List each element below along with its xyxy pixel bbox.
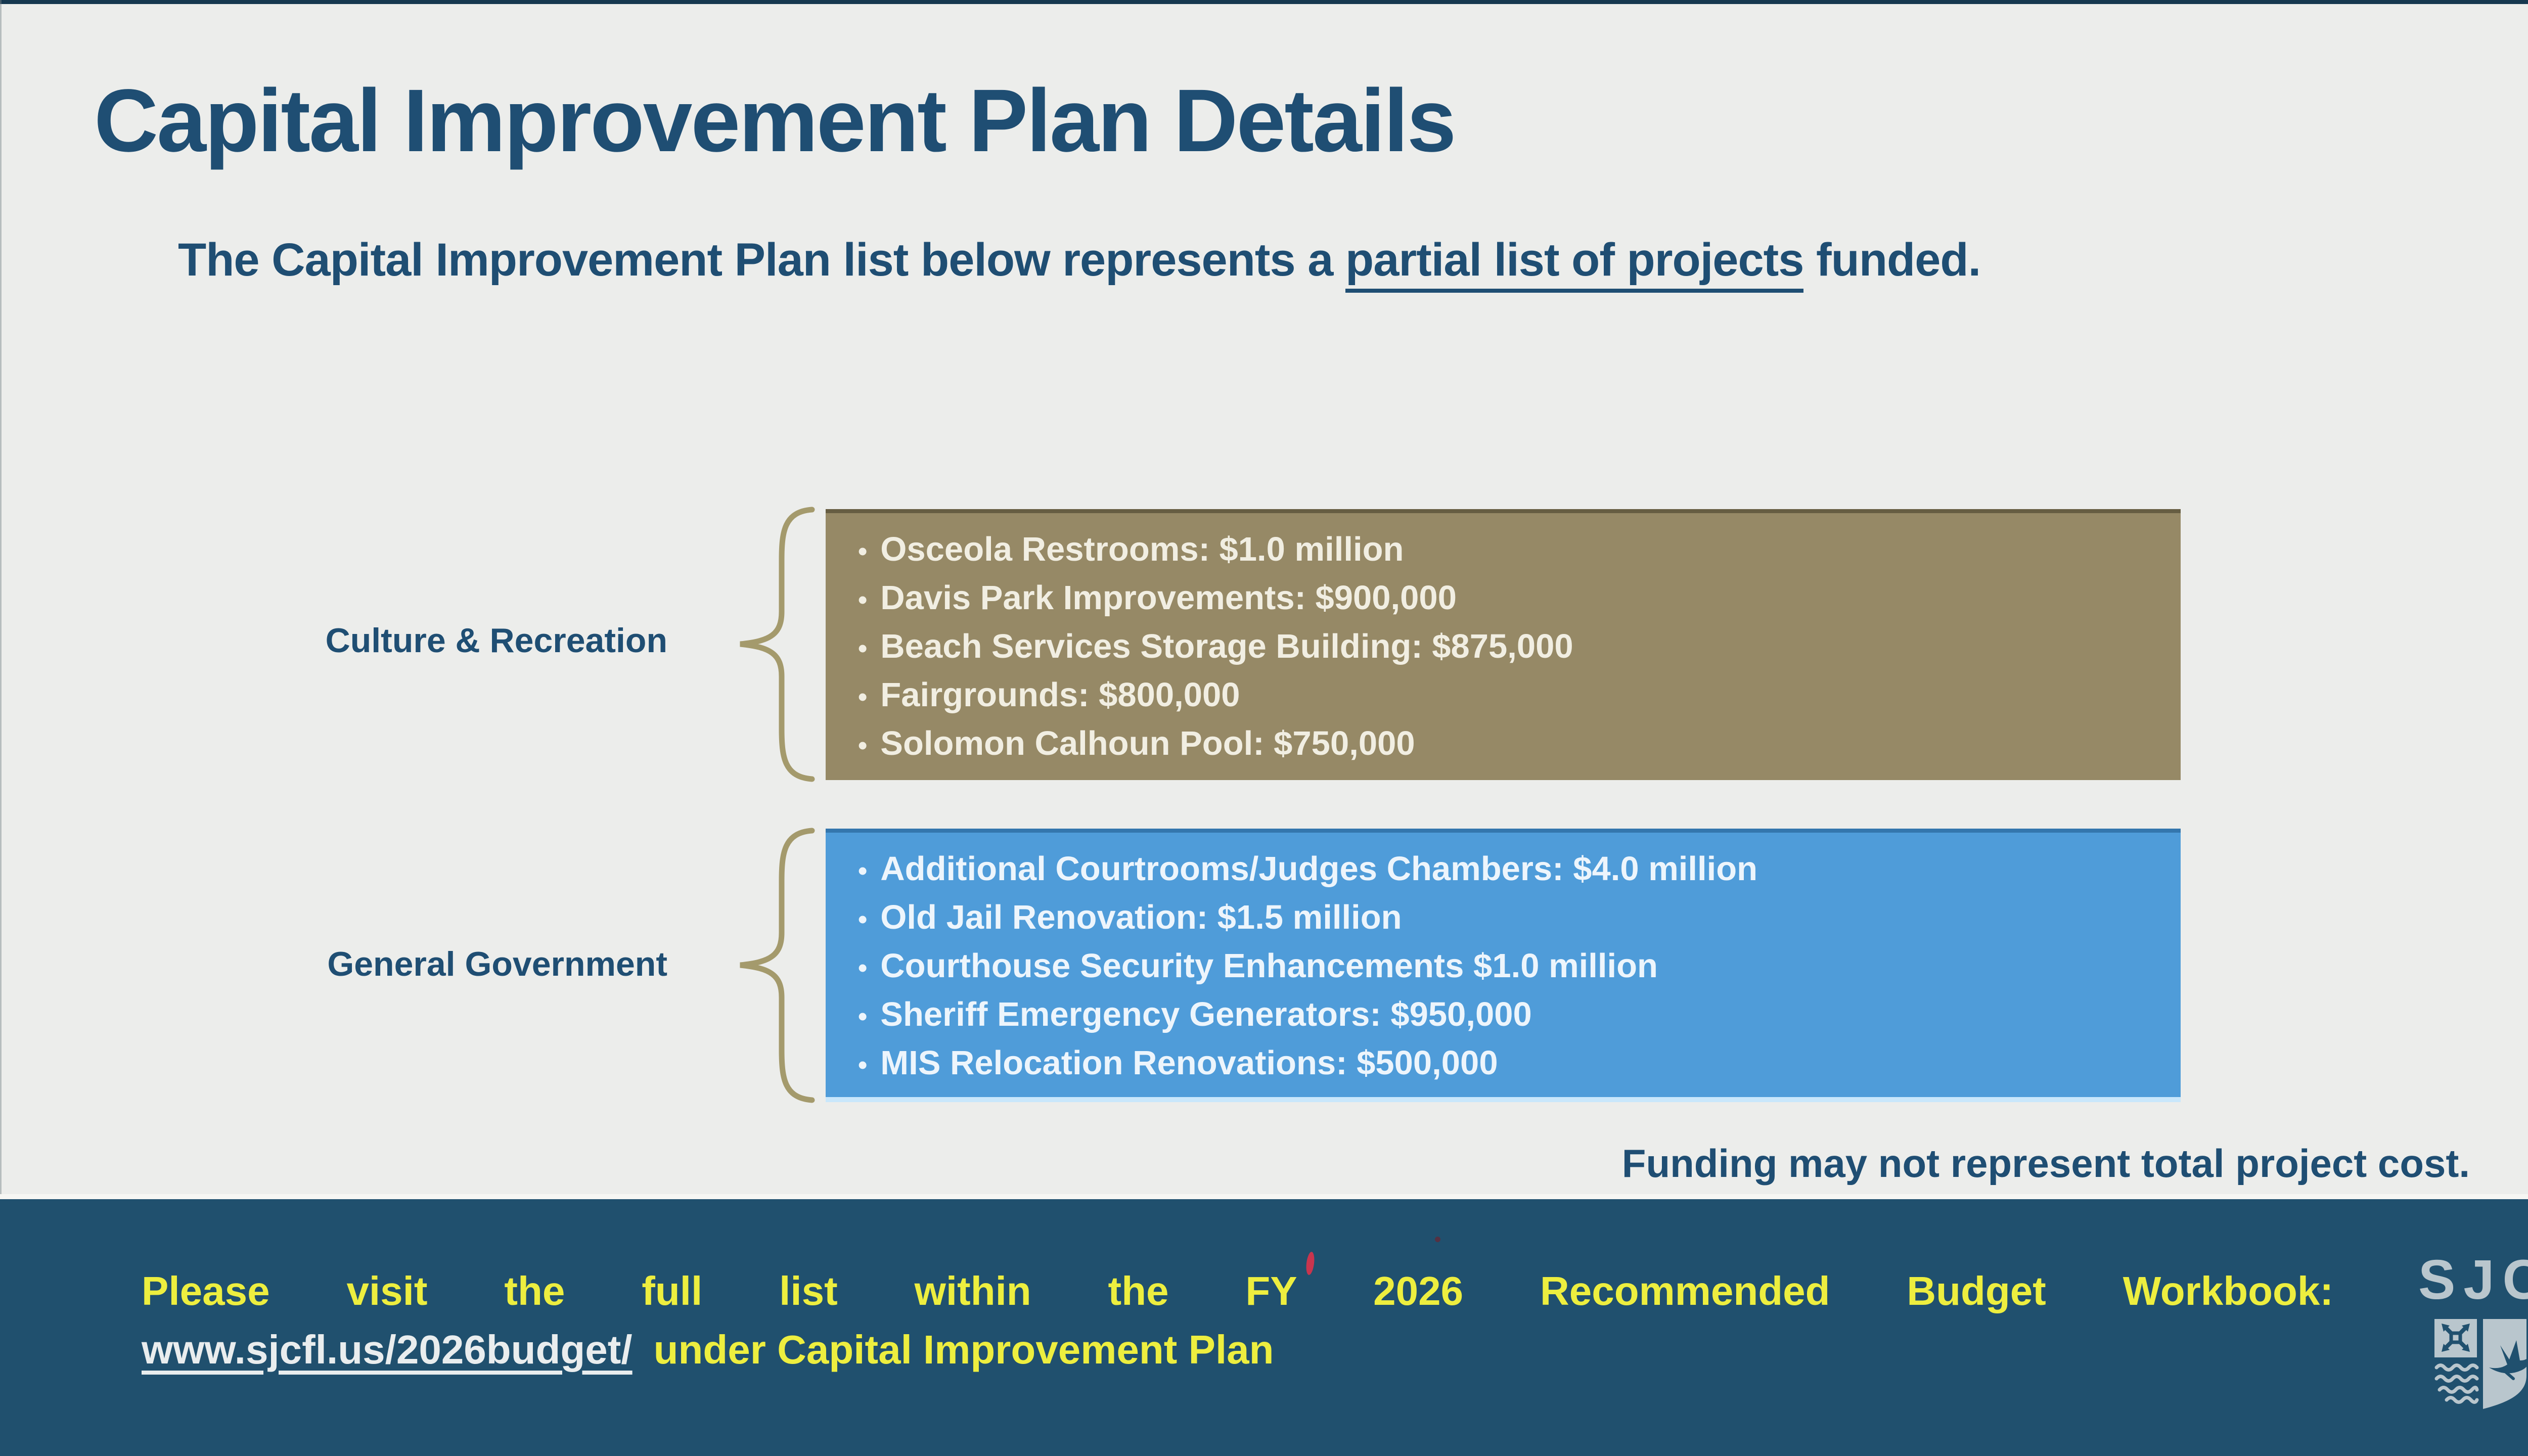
subtitle-prefix: The Capital Improvement Plan list below … xyxy=(178,234,1345,286)
sjc-logo: SJC xyxy=(2405,1248,2528,1409)
culture-recreation-box: Osceola Restrooms: $1.0 million Davis Pa… xyxy=(826,509,2181,780)
jack-icon xyxy=(2434,1319,2477,1357)
left-border-line xyxy=(0,0,2,1199)
bullet-item: Osceola Restrooms: $1.0 million xyxy=(858,526,2160,575)
footer-line1: Please visit the full list within the FY… xyxy=(142,1268,2333,1313)
budget-url-link[interactable]: www.sjcfl.us/2026budget/ xyxy=(142,1327,633,1372)
footer-banner: Please visit the full list within the FY… xyxy=(0,1199,2528,1456)
bullet-item: Fairgrounds: $800,000 xyxy=(858,672,2160,720)
footer-line2-rest: under Capital Improvement Plan xyxy=(653,1327,1274,1372)
subtitle: The Capital Improvement Plan list below … xyxy=(178,234,1981,293)
general-government-box: Additional Courtrooms/Judges Chambers: $… xyxy=(826,829,2181,1102)
curly-brace-icon xyxy=(740,507,815,782)
subtitle-suffix: funded. xyxy=(1803,234,1981,286)
footer-line2: www.sjcfl.us/2026budget/under Capital Im… xyxy=(142,1327,1274,1373)
bullet-item: Old Jail Renovation: $1.5 million xyxy=(858,894,2160,943)
banner-top-divider xyxy=(0,1194,2528,1199)
category-label-general-government: General Government xyxy=(327,945,667,983)
bullet-item: Beach Services Storage Building: $875,00… xyxy=(858,623,2160,672)
bullet-item: Courthouse Security Enhancements $1.0 mi… xyxy=(858,943,2160,991)
crane-icon xyxy=(2483,1319,2526,1409)
sjc-logo-text: SJC xyxy=(2418,1249,2528,1311)
waves-icon xyxy=(2434,1363,2479,1404)
bullet-item: Sheriff Emergency Generators: $950,000 xyxy=(858,991,2160,1040)
top-border-bar xyxy=(0,0,2528,4)
category-label-culture-recreation: Culture & Recreation xyxy=(325,621,667,660)
curly-brace-icon xyxy=(740,828,815,1103)
page-title: Capital Improvement Plan Details xyxy=(94,71,1456,170)
artifact-dot xyxy=(1435,1237,1440,1242)
bullet-item: Davis Park Improvements: $900,000 xyxy=(858,575,2160,623)
funding-note: Funding may not represent total project … xyxy=(1621,1141,2470,1186)
sjc-shield-icon xyxy=(2434,1319,2526,1409)
bullet-item: Additional Courtrooms/Judges Chambers: $… xyxy=(858,846,2160,894)
bullet-item: MIS Relocation Renovations: $500,000 xyxy=(858,1040,2160,1088)
bullet-item: Solomon Calhoun Pool: $750,000 xyxy=(858,720,2160,769)
subtitle-underlined-text: partial list of projects xyxy=(1345,234,1804,293)
